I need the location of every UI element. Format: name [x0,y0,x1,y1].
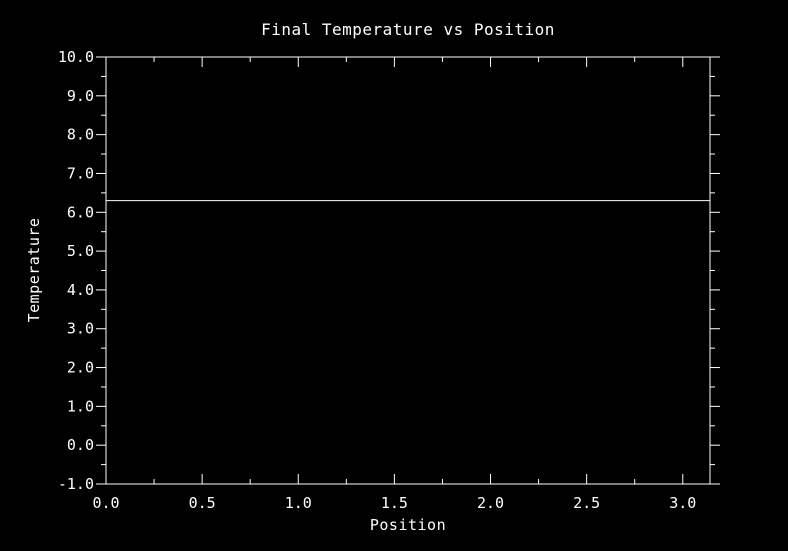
y-tick-label: 9.0 [67,87,94,105]
chart-title: Final Temperature vs Position [261,20,555,39]
x-tick-label: 2.5 [573,494,600,512]
y-tick-label: 7.0 [67,164,94,182]
x-axis-label: Position [370,516,446,534]
x-tick-label: 0.0 [92,494,119,512]
y-tick-label: 0.0 [67,436,94,454]
y-tick-label: 4.0 [67,281,94,299]
x-tick-label: 1.0 [285,494,312,512]
x-tick-label: 1.5 [381,494,408,512]
y-tick-label: 2.0 [67,359,94,377]
x-tick-label: 2.0 [477,494,504,512]
y-tick-label: 1.0 [67,397,94,415]
x-tick-label: 0.5 [189,494,216,512]
y-axis-label: Temperature [25,218,43,323]
y-tick-label: -1.0 [58,475,94,493]
x-axis-tick-labels: 0.0 0.5 1.0 1.5 2.0 2.5 3.0 [92,494,696,512]
y-tick-label: 3.0 [67,320,94,338]
y-tick-label: 10.0 [58,48,94,66]
plot-frame [105,56,711,485]
y-axis-ticks [96,56,720,485]
y-axis-tick-labels: -1.0 0.0 1.0 2.0 3.0 4.0 5.0 6.0 7.0 8.0 9.0 10.0 [58,48,94,493]
y-tick-label: 8.0 [67,126,94,144]
x-tick-label: 3.0 [669,494,696,512]
y-tick-label: 5.0 [67,242,94,260]
y-tick-label: 6.0 [67,203,94,221]
x-axis-ticks [105,57,684,484]
